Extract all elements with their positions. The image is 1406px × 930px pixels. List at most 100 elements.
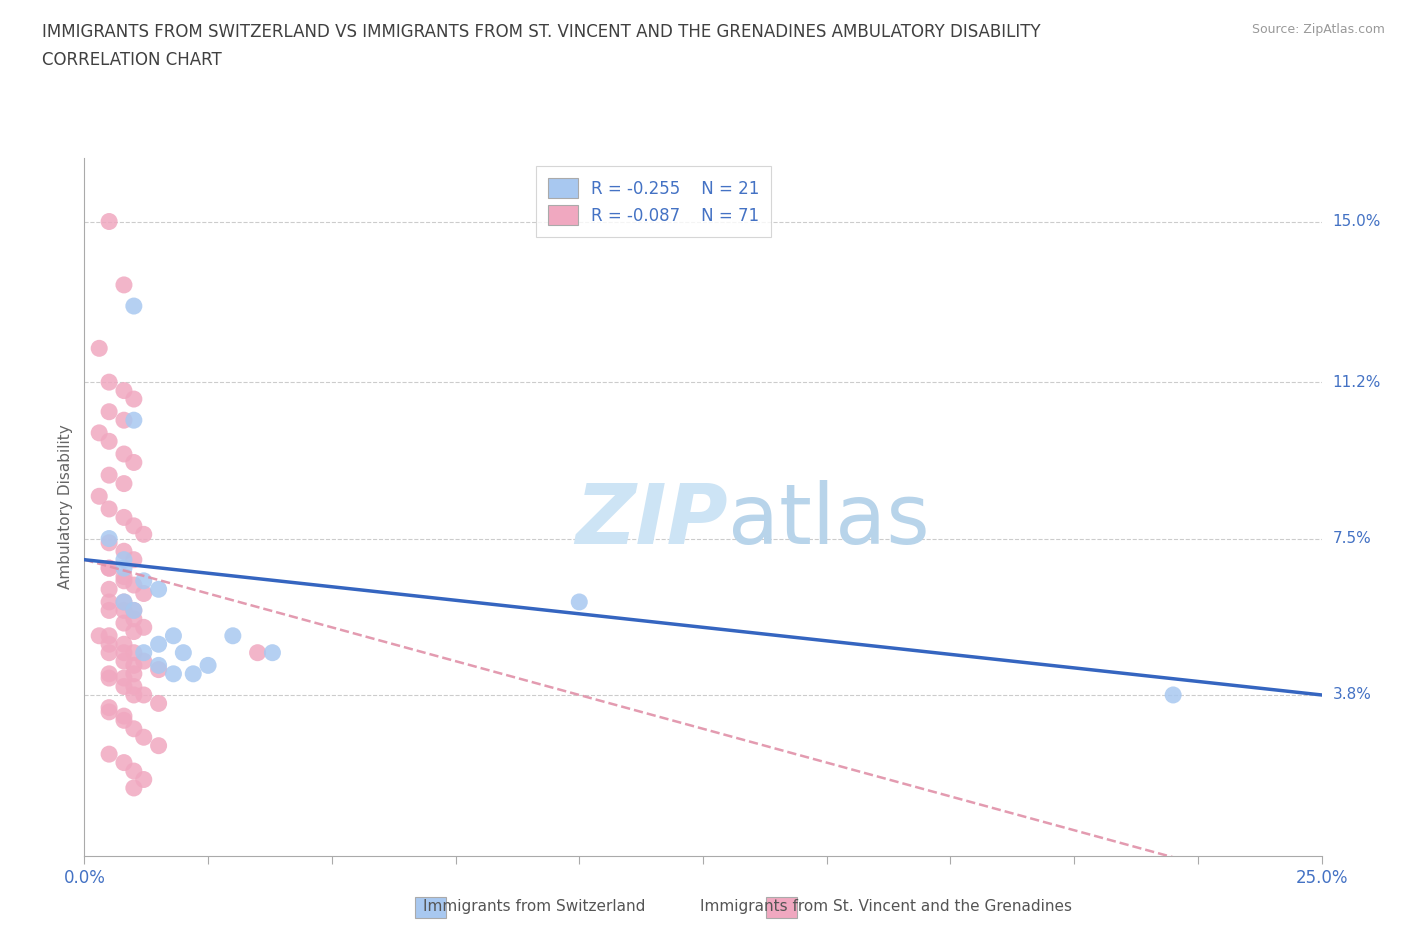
Point: [132, 654, 155, 669]
Point: [112, 671, 135, 685]
Y-axis label: Ambulatory Disability: Ambulatory Disability: [58, 424, 73, 590]
Point: [98, 582, 121, 597]
Point: [98, 468, 121, 483]
Point: [112, 574, 135, 589]
Point: [112, 544, 135, 559]
Point: [132, 687, 155, 702]
Point: [122, 518, 145, 533]
Point: [132, 574, 155, 589]
Point: [122, 299, 145, 313]
Point: [98, 434, 121, 449]
Text: 3.8%: 3.8%: [1333, 687, 1372, 702]
Point: [98, 561, 121, 576]
Point: [246, 645, 269, 660]
Point: [112, 569, 135, 584]
Point: [132, 586, 155, 601]
Text: Immigrants from Switzerland: Immigrants from Switzerland: [423, 899, 645, 914]
Point: [148, 738, 170, 753]
Point: [112, 510, 135, 525]
Point: [262, 645, 284, 660]
Point: [112, 561, 135, 576]
Point: [132, 527, 155, 542]
Point: [122, 722, 145, 737]
Point: [132, 620, 155, 635]
Point: [112, 594, 135, 609]
Point: [89, 629, 111, 644]
Point: [122, 611, 145, 626]
Point: [98, 704, 121, 719]
Point: [98, 667, 121, 682]
Point: [98, 561, 121, 576]
Point: [222, 629, 245, 644]
Point: [181, 667, 204, 682]
Point: [112, 709, 135, 724]
Point: [122, 455, 145, 470]
Point: [112, 645, 135, 660]
Point: [162, 629, 184, 644]
Point: [148, 637, 170, 652]
Point: [98, 536, 121, 551]
Point: [1161, 687, 1184, 702]
Point: [122, 392, 145, 406]
Point: [98, 501, 121, 516]
Text: IMMIGRANTS FROM SWITZERLAND VS IMMIGRANTS FROM ST. VINCENT AND THE GRENADINES AM: IMMIGRANTS FROM SWITZERLAND VS IMMIGRANT…: [42, 23, 1040, 41]
Point: [89, 425, 111, 440]
Point: [112, 446, 135, 461]
Point: [98, 629, 121, 644]
Point: [568, 594, 591, 609]
Text: CORRELATION CHART: CORRELATION CHART: [42, 51, 222, 69]
Point: [89, 489, 111, 504]
Point: [112, 755, 135, 770]
Text: 7.5%: 7.5%: [1333, 531, 1371, 546]
Text: atlas: atlas: [728, 480, 929, 562]
Point: [122, 679, 145, 694]
Point: [112, 552, 135, 567]
Point: [122, 578, 145, 592]
Point: [112, 654, 135, 669]
Point: [112, 713, 135, 728]
Point: [98, 375, 121, 390]
Point: [122, 658, 145, 672]
Point: [148, 582, 170, 597]
Point: [112, 594, 135, 609]
Text: 15.0%: 15.0%: [1333, 214, 1381, 229]
Point: [132, 772, 155, 787]
Point: [122, 764, 145, 778]
Point: [132, 645, 155, 660]
Point: [112, 413, 135, 428]
Text: Immigrants from St. Vincent and the Grenadines: Immigrants from St. Vincent and the Gren…: [700, 899, 1071, 914]
Point: [132, 730, 155, 745]
Point: [122, 667, 145, 682]
Text: 11.2%: 11.2%: [1333, 375, 1381, 390]
Point: [112, 616, 135, 631]
Point: [112, 476, 135, 491]
Point: [98, 603, 121, 618]
Point: [98, 594, 121, 609]
Point: [98, 671, 121, 685]
Point: [122, 552, 145, 567]
Point: [112, 277, 135, 292]
Point: [98, 214, 121, 229]
Text: ZIP: ZIP: [575, 480, 728, 562]
Point: [148, 658, 170, 672]
Point: [148, 696, 170, 711]
Point: [162, 667, 184, 682]
Point: [122, 687, 145, 702]
Point: [112, 637, 135, 652]
Point: [98, 645, 121, 660]
Point: [112, 679, 135, 694]
Point: [122, 624, 145, 639]
Point: [112, 603, 135, 618]
Point: [98, 637, 121, 652]
Point: [89, 341, 111, 356]
Point: [122, 413, 145, 428]
Point: [148, 662, 170, 677]
Point: [98, 531, 121, 546]
Text: Source: ZipAtlas.com: Source: ZipAtlas.com: [1251, 23, 1385, 36]
Point: [98, 747, 121, 762]
Point: [122, 603, 145, 618]
Legend: R = -0.255    N = 21, R = -0.087    N = 71: R = -0.255 N = 21, R = -0.087 N = 71: [536, 166, 770, 237]
Point: [122, 645, 145, 660]
Point: [197, 658, 219, 672]
Point: [112, 383, 135, 398]
